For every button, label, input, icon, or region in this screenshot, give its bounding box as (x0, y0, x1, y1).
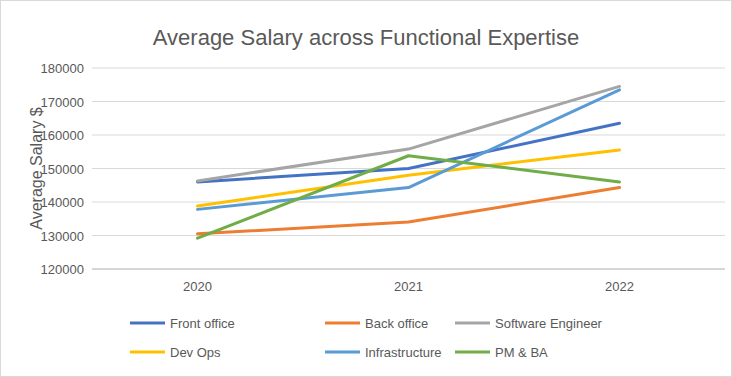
series-line (198, 86, 620, 180)
chart-frame (1, 1, 732, 377)
series-line (198, 150, 620, 206)
grid-line (92, 202, 725, 203)
y-tick-label: 150000 (41, 162, 84, 177)
y-tick-label: 130000 (41, 229, 84, 244)
x-tick-label: 2022 (605, 279, 634, 294)
series-line (198, 188, 620, 234)
series-line (198, 90, 620, 210)
y-tick-label: 170000 (41, 95, 84, 110)
x-tick-label: 2020 (183, 279, 212, 294)
legend-swatch (455, 322, 490, 325)
series-line (198, 156, 620, 238)
y-tick-label: 120000 (41, 262, 84, 277)
grid-line (92, 269, 725, 270)
chart-root: Average Salary across Functional Experti… (0, 0, 732, 377)
legend-label: PM & BA (495, 345, 548, 360)
grid-line (92, 135, 725, 136)
y-tick-label: 180000 (41, 61, 84, 76)
legend-swatch (455, 351, 490, 354)
legend-swatch (325, 322, 360, 325)
x-tick-label: 2021 (394, 279, 423, 294)
grid-line (92, 68, 725, 69)
legend-label: Front office (170, 316, 235, 331)
legend-swatch (130, 322, 165, 325)
y-tick-label: 140000 (41, 195, 84, 210)
y-tick-label: 160000 (41, 128, 84, 143)
legend-swatch (130, 351, 165, 354)
title: Average Salary across Functional Experti… (153, 25, 579, 50)
grid-line (92, 101, 725, 102)
chart: Average Salary across Functional Experti… (0, 0, 732, 377)
x-axis-line (92, 269, 725, 270)
legend-label: Back office (365, 316, 428, 331)
legend-label: Software Engineer (495, 316, 603, 331)
plot-area (198, 86, 620, 238)
legend-label: Infrastructure (365, 345, 442, 360)
legend-swatch (325, 351, 360, 354)
legend-label: Dev Ops (170, 345, 221, 360)
grid-line (92, 235, 725, 236)
